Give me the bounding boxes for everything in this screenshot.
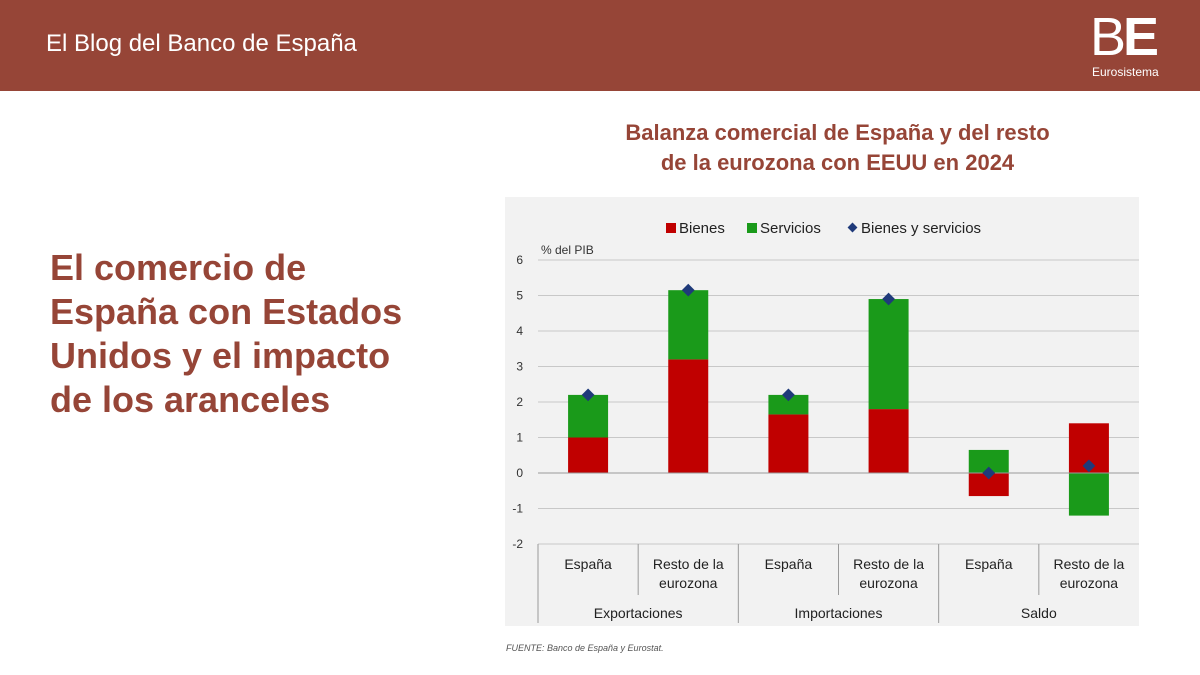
bar-servicios	[1068, 473, 1109, 516]
bar-bienes	[668, 359, 709, 473]
x-category-label: eurozona	[659, 575, 718, 591]
chart-title: Balanza comercial de España y del resto …	[560, 118, 1115, 178]
x-category-label: eurozona	[859, 575, 918, 591]
x-group-label: Exportaciones	[594, 605, 683, 621]
x-category-label: eurozona	[1060, 575, 1119, 591]
y-tick-label: 4	[516, 324, 523, 338]
bar-servicios	[668, 290, 709, 360]
y-tick-label: 2	[516, 395, 523, 409]
bar-servicios	[768, 394, 809, 415]
chart-title-line-2: de la eurozona con EEUU en 2024	[660, 150, 1015, 175]
y-tick-label: 1	[516, 431, 523, 445]
y-tick-label: 5	[516, 289, 523, 303]
bar-bienes	[868, 409, 909, 473]
bar-bienes	[568, 437, 609, 473]
y-tick-label: -1	[512, 502, 523, 516]
trade-balance-chart: 6 5 4 3 2 1 0 -1 -2 % del PIB Bienes Servicios Biene…	[512, 220, 1139, 623]
legend-marker	[847, 222, 858, 233]
x-category-label: España	[965, 556, 1013, 572]
x-category-label: España	[564, 556, 612, 572]
y-tick-label: -2	[512, 537, 523, 551]
y-tick-label: 3	[516, 360, 523, 374]
legend-swatch	[666, 223, 676, 233]
x-group-label: Importaciones	[795, 605, 883, 621]
x-group-label: Saldo	[1021, 605, 1057, 621]
article-headline: El comercio de España con Estados Unidos…	[50, 247, 403, 420]
legend-label: Bienes	[679, 220, 725, 237]
logo-subtitle: Eurosistema	[1092, 65, 1159, 79]
total-marker	[782, 388, 795, 402]
x-category-label: Resto de la	[653, 556, 724, 572]
y-tick-label: 6	[516, 253, 523, 267]
chart-source: FUENTE: Banco de España y Eurostat.	[506, 643, 664, 653]
legend-label: Servicios	[760, 220, 821, 237]
legend-swatch	[747, 223, 757, 233]
x-category-label: Resto de la	[1054, 556, 1125, 572]
bar-servicios	[568, 394, 609, 438]
bar-servicios	[968, 449, 1009, 473]
bar-servicios	[868, 299, 909, 410]
header-bar: El Blog del Banco de España BE Eurosiste…	[0, 0, 1200, 91]
bar-bienes	[768, 414, 809, 473]
y-axis-label: % del PIB	[541, 243, 594, 257]
bar-bienes	[968, 473, 1009, 497]
x-category-label: España	[765, 556, 813, 572]
x-category-label: Resto de la	[853, 556, 924, 572]
chart-title-line-1: Balanza comercial de España y del resto	[625, 120, 1050, 145]
bde-logo: BE	[1090, 7, 1159, 67]
total-marker	[581, 388, 595, 402]
chart-panel	[505, 197, 1139, 626]
y-tick-label: 0	[516, 466, 523, 480]
legend-label: Bienes y servicios	[861, 220, 981, 237]
total-marker	[1082, 459, 1096, 473]
blog-title: El Blog del Banco de España	[46, 30, 357, 57]
